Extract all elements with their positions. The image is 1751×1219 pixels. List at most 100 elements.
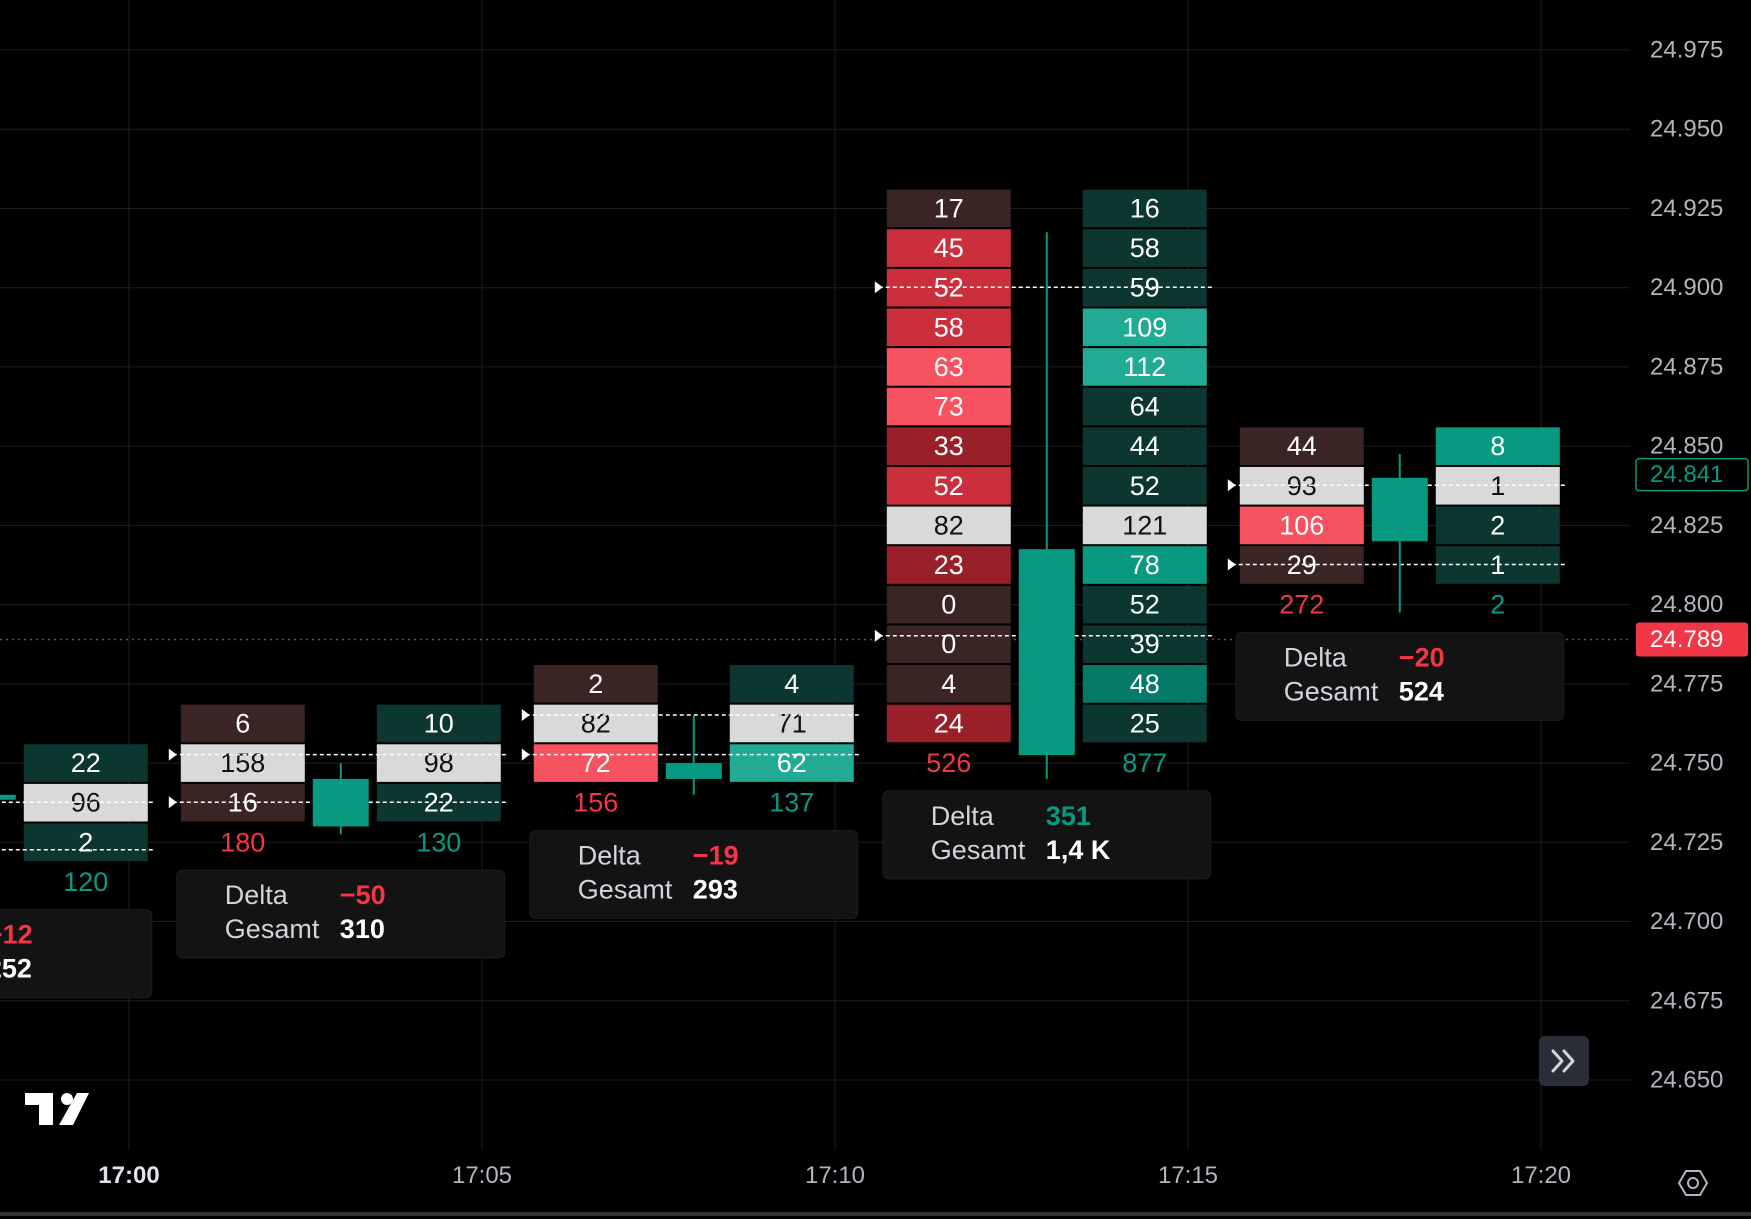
sell-volume-cell (886, 625, 1011, 664)
sell-volume-cell (533, 665, 658, 703)
buy-volume-label: 2 (1490, 510, 1505, 540)
price-tick-label: 24.975 (1650, 37, 1723, 64)
sell-volume-label: 24 (934, 708, 964, 738)
sell-volume-label: 0 (941, 590, 956, 620)
buy-volume-cell (1435, 506, 1560, 545)
sell-volume-label: 4 (941, 669, 956, 699)
sell-volume-cell (886, 308, 1011, 347)
total-value: 1,4 K (1046, 835, 1111, 865)
sell-volume-cell (180, 744, 305, 782)
sell-volume-cell (886, 546, 1011, 584)
settings-hexagon-icon[interactable] (1677, 1170, 1709, 1196)
sell-volume-label: 2 (588, 669, 603, 699)
buy-volume-cell (23, 744, 148, 782)
delta-label: Delta (578, 841, 642, 871)
scroll-to-latest-button[interactable] (1539, 1036, 1589, 1086)
price-tick-label: 24.900 (1650, 274, 1723, 301)
total-value: 310 (340, 914, 385, 944)
price-tick-label: 24.700 (1650, 908, 1723, 935)
total-label: Gesamt (225, 914, 320, 944)
footprint-bar[interactable]: 1745525863733352822300424165859109112644… (874, 189, 1213, 880)
sell-volume-cell (1239, 506, 1364, 545)
sell-volume-label: 58 (934, 312, 964, 342)
sell-volume-cell (1239, 427, 1364, 465)
grid (0, 0, 1630, 1150)
sell-volume-label: 73 (934, 392, 964, 422)
delta-value: −12 (0, 920, 33, 950)
buy-volume-label: 39 (1130, 629, 1160, 659)
buy-volume-label: 22 (71, 748, 101, 778)
buy-volume-cell (376, 744, 501, 782)
sell-total-label: 272 (1279, 590, 1324, 620)
total-value: 524 (1399, 676, 1444, 706)
buy-volume-label: 64 (1130, 392, 1160, 422)
footprint-bar[interactable]: 2 82 72 4 71 62 156 137 Delta Gesamt −19 293 (521, 665, 860, 919)
buy-volume-label: 112 (1123, 352, 1166, 382)
price-tick-label: 24.750 (1650, 750, 1723, 777)
sell-volume-label: 63 (934, 352, 964, 382)
buy-volume-cell (1082, 229, 1207, 267)
sell-volume-cell (180, 704, 305, 743)
scroll-button-bg[interactable] (1539, 1036, 1589, 1086)
sell-volume-label: 23 (934, 550, 964, 580)
buy-volume-label: 52 (1130, 590, 1160, 620)
buy-volume-cell (1082, 387, 1207, 426)
buy-total-label: 120 (63, 867, 108, 897)
sell-volume-cell (886, 506, 1011, 545)
sell-volume-label: 82 (581, 708, 611, 738)
sell-volume-cell (886, 665, 1011, 703)
buy-volume-cell (1435, 427, 1560, 465)
price-tick-label: 24.725 (1650, 829, 1723, 856)
logo-dot (61, 1093, 73, 1105)
delta-label: Delta (225, 880, 289, 910)
buy-volume-cell (1082, 585, 1207, 624)
buy-volume-cell (1082, 625, 1207, 664)
candle-body (665, 763, 722, 779)
buy-total-label: 2 (1490, 590, 1505, 620)
value-area-marker (168, 796, 177, 809)
buy-volume-label: 2 (78, 827, 93, 857)
sell-volume-cell (886, 585, 1011, 624)
stats-box (1235, 631, 1565, 721)
buy-volume-label: 48 (1130, 669, 1160, 699)
buy-volume-label: 71 (777, 708, 807, 738)
candle-body (1371, 477, 1428, 542)
tradingview-logo (25, 1093, 89, 1125)
last-price-badge (1636, 622, 1748, 657)
price-tick-label: 24.825 (1650, 512, 1723, 539)
price-tick-label: 24.850 (1650, 433, 1723, 460)
total-label: Gesamt (1284, 676, 1379, 706)
buy-volume-label: 44 (1130, 431, 1160, 461)
value-area-marker (1227, 558, 1236, 571)
sell-volume-cell (533, 704, 658, 743)
delta-value: −20 (1399, 642, 1445, 672)
sell-volume-cell (886, 189, 1011, 228)
candle-body (0, 794, 16, 800)
time-tick-label: 17:05 (452, 1162, 512, 1189)
hexagon-outline (1677, 1170, 1709, 1196)
sell-volume-label: 72 (581, 748, 611, 778)
delta-value: −19 (693, 841, 739, 871)
sell-volume-label: 158 (220, 748, 265, 778)
time-tick-label: 17:15 (1158, 1162, 1218, 1189)
stats-box (176, 869, 506, 959)
time-axis: 17:00 17:05 17:10 17:15 17:20 (98, 1162, 1571, 1189)
buy-volume-label: 121 (1122, 510, 1167, 540)
sell-volume-label: 106 (1279, 510, 1324, 540)
sell-volume-label: 0 (941, 629, 956, 659)
total-value: 293 (693, 875, 738, 905)
delta-value: −50 (340, 880, 386, 910)
buy-volume-label: 8 (1490, 431, 1505, 461)
buy-volume-label: 109 (1122, 312, 1167, 342)
sell-total-label: 526 (926, 748, 971, 778)
footprint-bar[interactable]: 71042122962132120DeltaGesamt−12252 (0, 744, 154, 999)
logo-v (59, 1093, 89, 1125)
stats-box (529, 830, 859, 919)
total-label: Gesamt (578, 875, 673, 905)
current-price-label: 24.841 (1650, 461, 1723, 488)
last-price-label: 24.789 (1650, 626, 1723, 653)
buy-volume-cell (729, 744, 854, 782)
